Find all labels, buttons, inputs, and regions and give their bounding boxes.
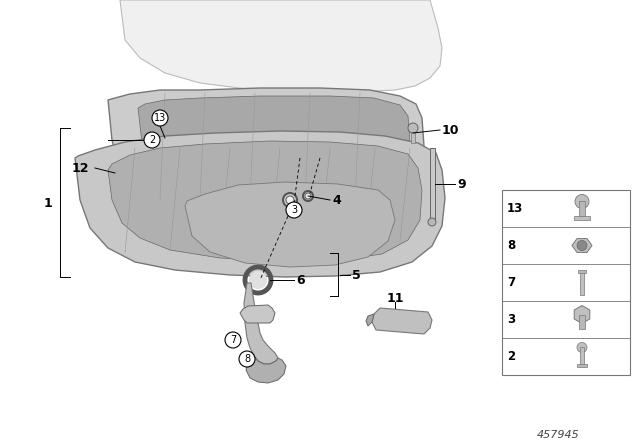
Bar	[502, 190, 630, 375]
Text: 3: 3	[291, 205, 297, 215]
Circle shape	[249, 271, 267, 289]
Polygon shape	[75, 131, 445, 277]
Circle shape	[286, 196, 294, 204]
Bar	[579, 201, 585, 216]
Polygon shape	[120, 0, 442, 93]
Bar	[578, 270, 586, 272]
Circle shape	[577, 241, 587, 250]
Text: 1: 1	[44, 197, 52, 210]
Text: 11: 11	[387, 292, 404, 305]
Text: 13: 13	[154, 113, 166, 123]
Circle shape	[239, 351, 255, 367]
Circle shape	[575, 194, 589, 208]
Circle shape	[152, 110, 168, 126]
Text: 9: 9	[457, 177, 466, 190]
Circle shape	[303, 191, 313, 201]
Text: 13: 13	[507, 202, 524, 215]
Circle shape	[577, 343, 587, 353]
Bar	[574, 215, 590, 220]
Text: 4: 4	[332, 194, 340, 207]
Wedge shape	[408, 123, 418, 133]
Polygon shape	[244, 283, 278, 364]
Polygon shape	[108, 88, 424, 206]
Text: 457945: 457945	[537, 430, 580, 440]
Text: 7: 7	[507, 276, 515, 289]
Text: 5: 5	[352, 268, 361, 281]
Text: 8: 8	[507, 239, 515, 252]
Bar	[411, 128, 415, 143]
Polygon shape	[366, 314, 374, 326]
Bar	[579, 314, 585, 328]
Polygon shape	[574, 306, 590, 323]
Text: 2: 2	[149, 135, 155, 145]
Circle shape	[144, 132, 160, 148]
Text: 10: 10	[442, 124, 460, 137]
Polygon shape	[372, 308, 432, 334]
Circle shape	[305, 193, 311, 199]
Polygon shape	[246, 356, 286, 383]
Polygon shape	[572, 239, 592, 252]
Polygon shape	[108, 141, 422, 261]
Text: 7: 7	[230, 335, 236, 345]
Bar	[580, 271, 584, 294]
Polygon shape	[240, 305, 275, 323]
Text: 3: 3	[507, 313, 515, 326]
Text: 2: 2	[507, 350, 515, 363]
Bar	[577, 363, 587, 366]
Bar	[430, 148, 435, 220]
Circle shape	[286, 202, 302, 218]
Circle shape	[283, 193, 297, 207]
Text: 12: 12	[72, 161, 90, 175]
Text: 6: 6	[296, 273, 305, 287]
Bar	[580, 346, 584, 365]
Polygon shape	[138, 96, 410, 190]
Circle shape	[428, 218, 436, 226]
Polygon shape	[185, 182, 395, 267]
Text: 8: 8	[244, 354, 250, 364]
Circle shape	[225, 332, 241, 348]
